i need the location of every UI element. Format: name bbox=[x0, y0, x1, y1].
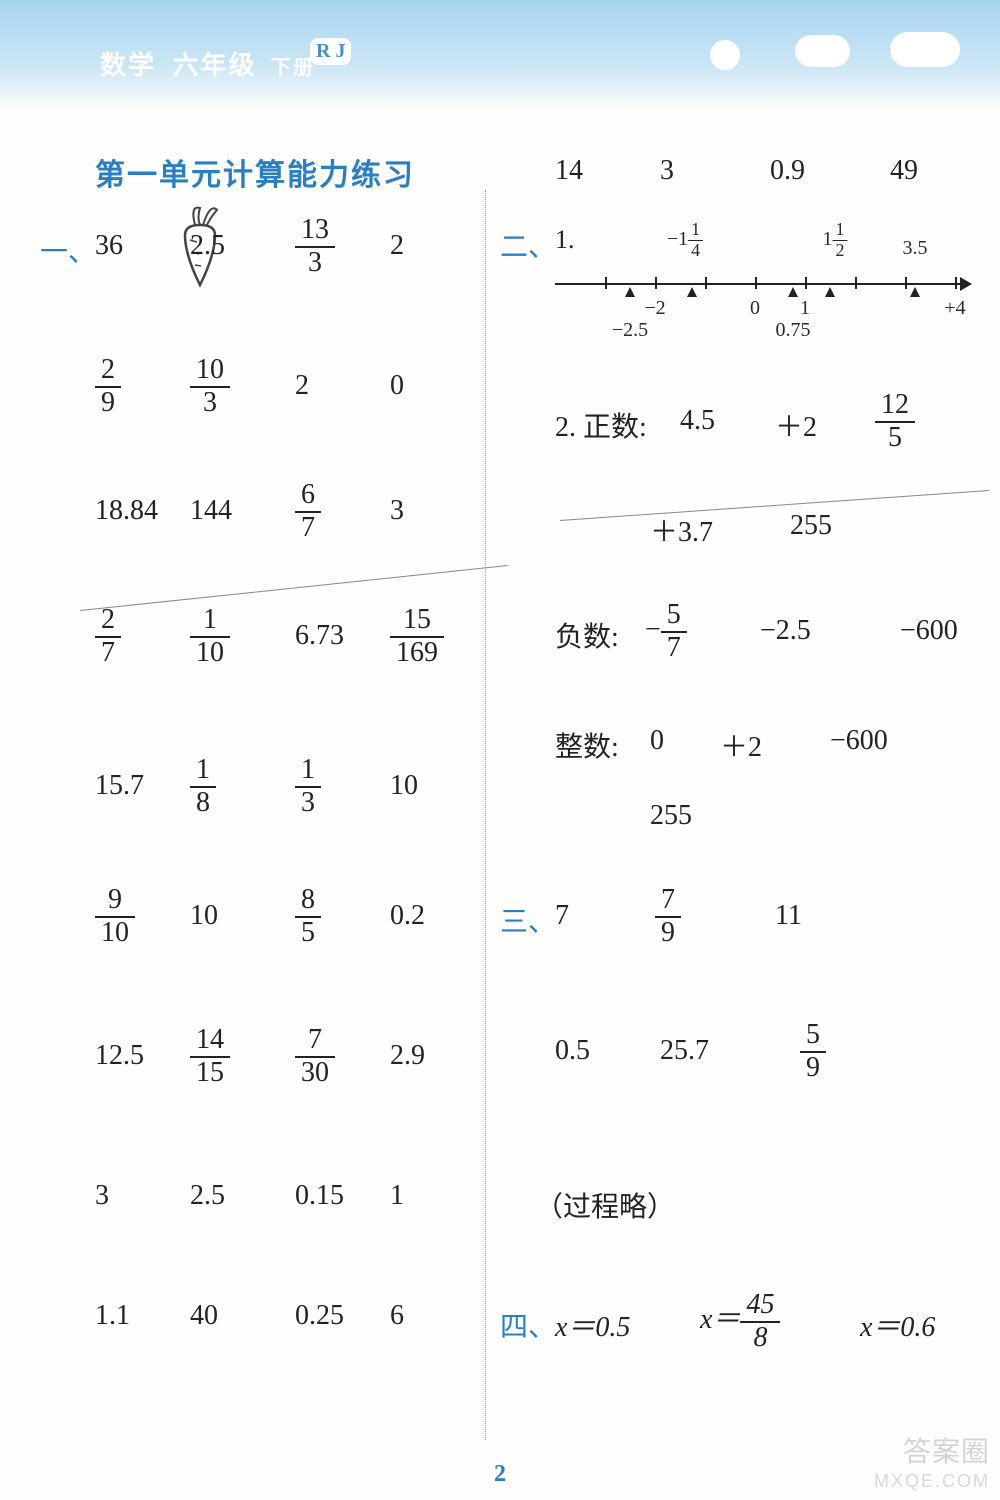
answer-value: 3 bbox=[390, 495, 404, 527]
answer-value: 4.5 bbox=[680, 405, 715, 437]
scan-crease bbox=[560, 490, 989, 521]
answer-value: −2.5 bbox=[760, 615, 811, 647]
answer-value: −57 bbox=[645, 600, 687, 664]
answer-value: 2 bbox=[390, 230, 404, 262]
answer-value: 0.9 bbox=[770, 155, 805, 187]
equation: x＝458 bbox=[700, 1290, 780, 1354]
cloud-icon bbox=[890, 32, 960, 67]
column-divider bbox=[485, 190, 486, 1440]
answer-value: 6.73 bbox=[295, 620, 344, 652]
answer-value: 36 bbox=[95, 230, 123, 262]
answer-value: 6 bbox=[390, 1300, 404, 1332]
answer-value: 10 bbox=[390, 770, 418, 802]
answer-value: 18.84 bbox=[95, 495, 158, 527]
number-line: −1141123.5−201+4−2.50.75 bbox=[555, 255, 975, 335]
cloud-icon bbox=[710, 40, 740, 70]
section-two-marker: 二、 bbox=[500, 225, 556, 265]
answer-value: 1.1 bbox=[95, 1300, 130, 1332]
answer-value: 110 bbox=[190, 605, 230, 669]
section-four-marker: 四、 bbox=[500, 1305, 556, 1345]
answer-value: 730 bbox=[295, 1025, 335, 1089]
answer-value: 7 bbox=[555, 900, 569, 932]
equation: x＝0.6 bbox=[860, 1305, 935, 1345]
equation: x＝0.5 bbox=[555, 1305, 630, 1345]
answer-value: 1415 bbox=[190, 1025, 230, 1089]
grade: 六年级 bbox=[173, 51, 257, 80]
volume: 下册 bbox=[271, 57, 315, 79]
answer-value: 3 bbox=[95, 1180, 109, 1212]
answer-value: 27 bbox=[95, 605, 121, 669]
answer-value: 14 bbox=[555, 155, 583, 187]
answer-value: 79 bbox=[655, 885, 681, 949]
header-title: 数学 六年级 下册 bbox=[100, 45, 315, 82]
answer-value: 2.5 bbox=[190, 230, 225, 262]
answer-value: 15.7 bbox=[95, 770, 144, 802]
answer-value: 15169 bbox=[390, 605, 444, 669]
answer-value: 85 bbox=[295, 885, 321, 949]
answer-value: 12.5 bbox=[95, 1040, 144, 1072]
item-1-label: 1. bbox=[555, 225, 575, 255]
watermark: 答案圈 bbox=[903, 1430, 990, 1470]
section-three-marker: 三、 bbox=[500, 900, 556, 940]
answer-value: 1 bbox=[390, 1180, 404, 1212]
answer-value: 18 bbox=[190, 755, 216, 819]
answer-value: 144 bbox=[190, 495, 232, 527]
answer-value: ＋2 bbox=[720, 725, 762, 765]
negatives-label: 负数: bbox=[555, 615, 619, 655]
answer-value: −600 bbox=[830, 725, 888, 757]
answer-value: 2.9 bbox=[390, 1040, 425, 1072]
answer-value: −600 bbox=[900, 615, 958, 647]
answer-value: 59 bbox=[800, 1020, 826, 1084]
answer-value: 0 bbox=[650, 725, 664, 757]
answer-value: 13 bbox=[295, 755, 321, 819]
answer-value: 125 bbox=[875, 390, 915, 454]
section-title: 第一单元计算能力练习 bbox=[95, 150, 415, 194]
answer-value: ＋2 bbox=[775, 405, 817, 445]
answer-value: 910 bbox=[95, 885, 135, 949]
answer-value: 49 bbox=[890, 155, 918, 187]
answer-value: 67 bbox=[295, 480, 321, 544]
answer-value: 0.2 bbox=[390, 900, 425, 932]
answer-value: 255 bbox=[650, 800, 692, 832]
answer-value: 29 bbox=[95, 355, 121, 419]
answer-value: 2 bbox=[295, 370, 309, 402]
answer-value: 0.25 bbox=[295, 1300, 344, 1332]
cloud-icon bbox=[795, 35, 850, 67]
process-omitted-note: （过程略） bbox=[535, 1185, 675, 1225]
subject: 数学 bbox=[100, 51, 156, 80]
answer-value: 11 bbox=[775, 900, 802, 932]
answer-value: 40 bbox=[190, 1300, 218, 1332]
answer-value: 10 bbox=[190, 900, 218, 932]
watermark-url: MXQE.COM bbox=[874, 1471, 990, 1492]
answer-value: 0 bbox=[390, 370, 404, 402]
answer-value: 0.15 bbox=[295, 1180, 344, 1212]
positives-label: 2. 正数: bbox=[555, 405, 647, 445]
answer-value: 25.7 bbox=[660, 1035, 709, 1067]
answer-value: 2.5 bbox=[190, 1180, 225, 1212]
answer-value: 255 bbox=[790, 510, 832, 542]
section-one-marker: 一、 bbox=[40, 230, 96, 270]
page-header: 数学 六年级 下册 R J bbox=[0, 0, 1000, 110]
integers-label: 整数: bbox=[555, 725, 619, 765]
answer-value: 0.5 bbox=[555, 1035, 590, 1067]
answer-value: 3 bbox=[660, 155, 674, 187]
page-number: 2 bbox=[0, 1461, 1000, 1488]
answer-value: 103 bbox=[190, 355, 230, 419]
answer-value: 133 bbox=[295, 215, 335, 279]
edition-badge: R J bbox=[310, 38, 351, 65]
answer-value: ＋3.7 bbox=[650, 510, 713, 550]
